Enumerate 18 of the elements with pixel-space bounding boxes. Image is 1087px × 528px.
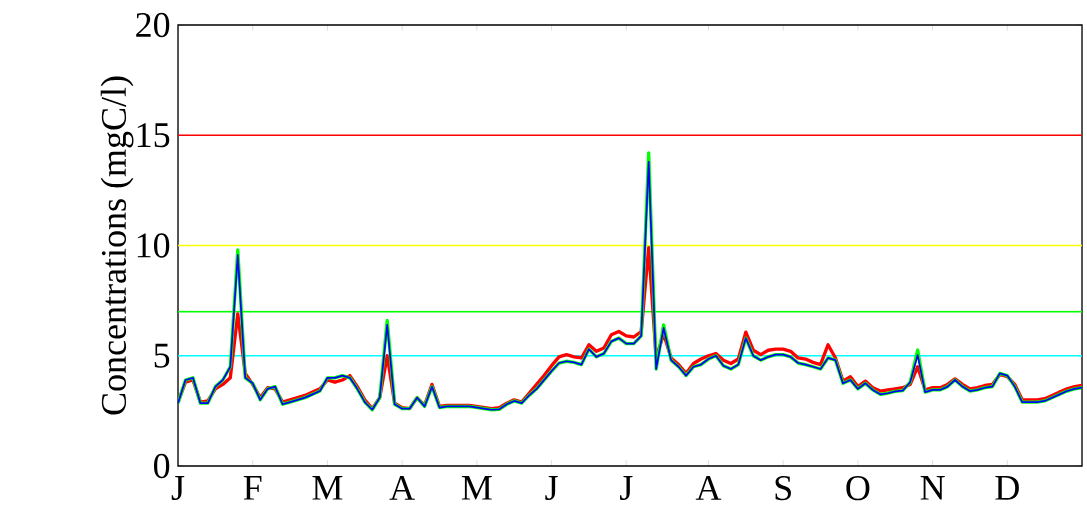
x-tick-label: M [312,476,343,500]
x-tick-label: A [695,476,722,500]
y-axis-title: Concentrations (mgC/l) [100,76,134,415]
y-tick-label: 20 [136,12,170,38]
x-tick-label: N [920,476,945,500]
y-tick-label: 15 [137,123,170,148]
x-tick-label: F [243,476,262,500]
x-tick-label: D [995,476,1019,500]
x-tick-label: O [846,476,870,501]
x-tick-label: J [171,476,185,500]
x-tick-label: M [461,476,492,500]
y-tick-label: 0 [154,453,170,479]
y-tick-label: 5 [154,343,170,368]
y-tick-label: 10 [137,233,170,258]
x-tick-label: A [389,476,415,500]
x-tick-label: S [775,476,791,501]
x-tick-label: J [620,476,633,500]
x-tick-label: J [545,476,558,500]
